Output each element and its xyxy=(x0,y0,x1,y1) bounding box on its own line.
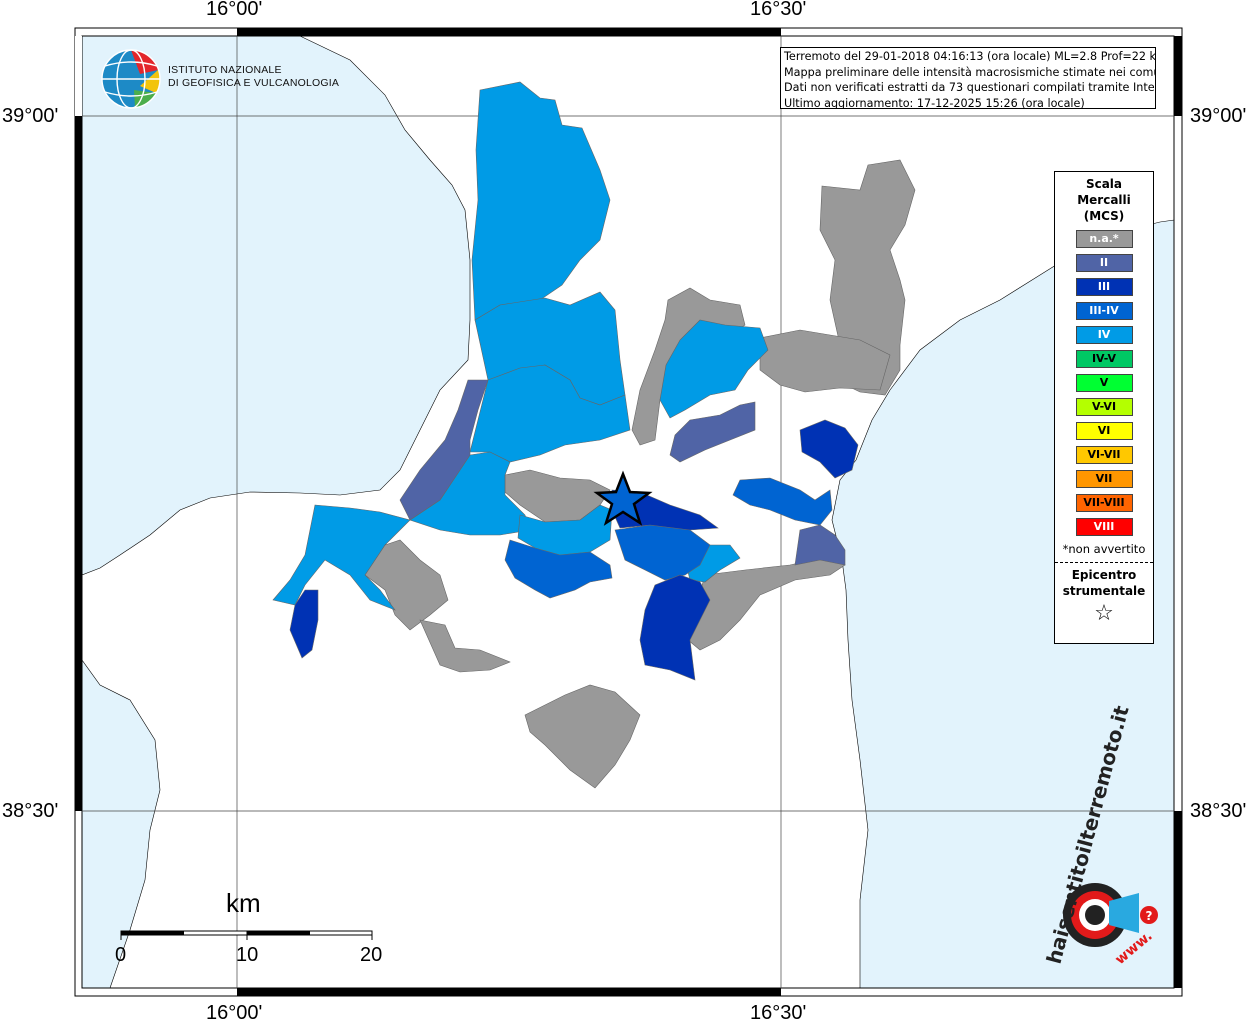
institute-name: ISTITUTO NAZIONALE DI GEOFISICA E VULCAN… xyxy=(168,64,339,90)
municipality-iv[interactable] xyxy=(659,319,769,419)
municipality-iv[interactable] xyxy=(517,504,613,556)
municipality-iiiiv[interactable] xyxy=(732,477,833,526)
legend-item: VI xyxy=(1075,422,1133,440)
institute-name-line1: ISTITUTO NAZIONALE xyxy=(168,64,282,76)
scale-tick-10: 10 xyxy=(236,944,259,966)
frame-ticks xyxy=(75,28,1182,996)
lon-label-bottom-1630: 16°30' xyxy=(750,1002,807,1024)
institute-name-line2: DI GEOFISICA E VULCANOLOGIA xyxy=(168,77,340,89)
legend-note: *non avvertito xyxy=(1062,542,1146,556)
hsit-badge-logo: ? xyxy=(1063,883,1158,947)
legend-item: V xyxy=(1075,374,1133,392)
lat-label-left-3830: 38°30' xyxy=(2,800,59,822)
municipality-iii[interactable] xyxy=(639,574,711,681)
municipality-na[interactable] xyxy=(819,159,916,396)
scale-unit: km xyxy=(226,888,261,918)
event-info-line4: Ultimo aggiornamento: 17-12-2025 15:26 (… xyxy=(784,96,1085,109)
legend-item: VII-VIII xyxy=(1075,494,1133,512)
event-info-box: Terremoto del 29-01-2018 04:16:13 (ora l… xyxy=(780,47,1156,109)
legend-epicenter-label: Epicentro strumentale xyxy=(1062,568,1146,598)
legend-item: V-VI xyxy=(1075,398,1133,416)
lat-label-right-3900: 39°00' xyxy=(1190,105,1247,127)
municipality-na[interactable] xyxy=(419,619,511,673)
lon-label-top-1600: 16°00' xyxy=(206,0,263,20)
lat-label-right-3830: 38°30' xyxy=(1190,800,1247,822)
legend-items: n.a.* II III III-IV IV IV-V V V-VI VI VI-VII VII VI… xyxy=(1055,230,1153,536)
legend-item: VI-VII xyxy=(1075,446,1133,464)
event-info-line2: Mappa preliminare delle intensità macros… xyxy=(784,65,1156,79)
municipality-iiiiv[interactable] xyxy=(504,539,613,599)
lat-label-left-3900: 39°00' xyxy=(2,105,59,127)
lon-label-top-1630: 16°30' xyxy=(750,0,807,20)
scale-bar-graphic xyxy=(120,930,373,940)
legend-star-icon: ☆ xyxy=(1094,601,1114,626)
scale-tick-0: 0 xyxy=(115,944,127,966)
municipality-ii[interactable] xyxy=(794,524,846,566)
municipality-iv[interactable] xyxy=(471,81,611,321)
municipality-iii[interactable] xyxy=(289,589,319,659)
legend-item: IV xyxy=(1075,326,1133,344)
municipality-na[interactable] xyxy=(524,684,641,789)
scale-tick-20: 20 xyxy=(360,944,383,966)
legend-item: II xyxy=(1075,254,1133,272)
legend-item: IV-V xyxy=(1075,350,1133,368)
legend-item: VII xyxy=(1075,470,1133,488)
municipality-na[interactable] xyxy=(759,329,891,393)
epicenter-star xyxy=(593,470,653,526)
legend-separator xyxy=(1055,562,1153,563)
municipality-na[interactable] xyxy=(364,539,449,631)
legend-item: III xyxy=(1075,278,1133,296)
ingv-globe-icon xyxy=(101,49,161,109)
municipality-iv[interactable] xyxy=(272,504,411,611)
legend-item: n.a.* xyxy=(1075,230,1133,248)
mcs-legend: Scala Mercalli (MCS) n.a.* II III III-IV IV I… xyxy=(1054,171,1154,644)
municipality-iii[interactable] xyxy=(799,419,859,479)
legend-item: III-IV xyxy=(1075,302,1133,320)
lon-label-bottom-1600: 16°00' xyxy=(206,1002,263,1024)
event-info-line1: Terremoto del 29-01-2018 04:16:13 (ora l… xyxy=(784,50,1156,63)
municipality-ii[interactable] xyxy=(669,401,756,463)
event-info-line3: Dati non verificati estratti da 73 quest… xyxy=(784,81,1156,94)
legend-item: VIII xyxy=(1075,518,1133,536)
municipality-ii[interactable] xyxy=(399,379,489,521)
municipalities xyxy=(272,81,916,789)
legend-title: Scala Mercalli (MCS) xyxy=(1077,177,1131,223)
svg-text:?: ? xyxy=(1146,909,1153,923)
